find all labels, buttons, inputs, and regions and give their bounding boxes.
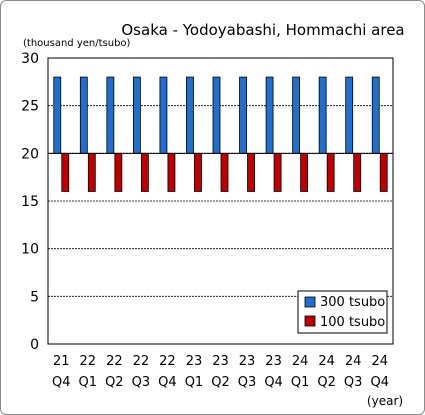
- bar-100-tsubo: [247, 152, 255, 192]
- axes: [47, 57, 394, 345]
- x-tick-year: 23: [265, 354, 282, 369]
- bars: [53, 76, 388, 192]
- bar-300-tsubo: [345, 76, 354, 154]
- bar-300-tsubo: [212, 76, 221, 154]
- x-tick-year: 22: [80, 354, 97, 369]
- x-tick-quarter: Q3: [132, 375, 151, 390]
- legend-swatch-300-tsubo: [304, 296, 316, 308]
- bar-300-tsubo: [318, 76, 327, 154]
- x-tick-year: 22: [159, 354, 176, 369]
- y-tick-label: 30: [21, 51, 39, 67]
- y-tick-label: 0: [30, 337, 39, 353]
- bar-100-tsubo: [194, 152, 202, 192]
- x-tick-year: 24: [345, 354, 362, 369]
- x-tick-year: 22: [133, 354, 150, 369]
- x-tick-quarter: Q3: [238, 375, 257, 390]
- y-tick-label: 10: [21, 242, 39, 258]
- bar-300-tsubo: [106, 76, 115, 154]
- bar-100-tsubo: [300, 152, 309, 192]
- gridlines: [48, 105, 393, 297]
- x-tick-quarter: Q4: [158, 375, 177, 390]
- x-tick-quarter: Q4: [264, 375, 283, 390]
- bar-300-tsubo: [265, 76, 274, 154]
- bar-100-tsubo: [326, 152, 335, 192]
- chart-title: Osaka - Yodoyabashi, Hommachi area: [121, 21, 404, 39]
- x-tick-year: 23: [212, 354, 229, 369]
- plot-area: [47, 57, 394, 345]
- x-tick-quarter: Q2: [211, 375, 230, 390]
- y-axis-unit-label: (thousand yen/tsubo): [23, 38, 131, 49]
- bar-100-tsubo: [61, 152, 70, 192]
- x-tick-year: 21: [53, 354, 70, 369]
- x-axis-unit-label: (year): [367, 394, 403, 408]
- bar-300-tsubo: [53, 76, 62, 154]
- bar-100-tsubo: [273, 152, 282, 192]
- bar-300-tsubo: [132, 76, 141, 154]
- bar-300-tsubo: [371, 76, 380, 154]
- bar-100-tsubo: [220, 152, 229, 192]
- x-tick-year: 24: [371, 354, 388, 369]
- x-tick-quarter: Q2: [105, 375, 124, 390]
- x-tick-quarter: Q4: [52, 375, 71, 390]
- x-tick-year: 24: [292, 354, 309, 369]
- legend: 300 tsubo 100 tsubo: [297, 290, 388, 334]
- x-tick-labels: 21 Q4 22 Q1 22 Q2 22 Q3 22 Q4 23 Q1 23 Q2 23 Q3 23 Q4 24 Q1…: [52, 354, 389, 390]
- x-tick-quarter: Q4: [370, 375, 389, 390]
- bar-300-tsubo: [239, 76, 247, 154]
- x-tick-quarter: Q2: [317, 375, 336, 390]
- bar-100-tsubo: [353, 152, 362, 192]
- bar-300-tsubo: [159, 76, 168, 154]
- bar-300-tsubo: [79, 76, 88, 154]
- x-tick-year: 23: [239, 354, 256, 369]
- y-tick-label: 5: [30, 289, 39, 305]
- x-tick-year: 23: [186, 354, 203, 369]
- legend-label-100-tsubo: 100 tsubo: [320, 315, 385, 330]
- legend-swatch-100-tsubo: [304, 315, 316, 327]
- x-tick-year: 24: [318, 354, 335, 369]
- bar-300-tsubo: [292, 76, 301, 154]
- y-tick-label: 25: [21, 99, 39, 115]
- x-tick-quarter: Q1: [185, 375, 204, 390]
- y-tick-labels: 0 5 10 15 20 25 30: [21, 51, 39, 353]
- bar-100-tsubo: [167, 152, 176, 192]
- bar-100-tsubo: [140, 152, 149, 192]
- x-tick-quarter: Q3: [344, 375, 363, 390]
- bar-100-tsubo: [379, 152, 388, 192]
- legend-label-300-tsubo: 300 tsubo: [320, 295, 385, 310]
- x-tick-quarter: Q1: [291, 375, 310, 390]
- y-tick-label: 15: [21, 194, 39, 210]
- x-tick-year: 22: [106, 354, 123, 369]
- x-tick-quarter: Q1: [79, 375, 98, 390]
- bar-100-tsubo: [114, 152, 123, 192]
- bar-300-tsubo: [186, 76, 194, 154]
- bar-100-tsubo: [87, 152, 96, 192]
- y-tick-label: 20: [21, 146, 39, 162]
